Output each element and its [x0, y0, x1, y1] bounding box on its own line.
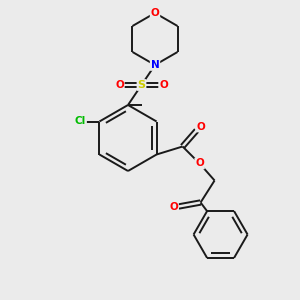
Text: O: O — [159, 80, 168, 90]
Text: S: S — [137, 80, 146, 90]
Text: O: O — [195, 158, 204, 169]
Text: O: O — [115, 80, 124, 90]
Text: O: O — [169, 202, 178, 212]
Text: N: N — [151, 60, 159, 70]
Text: Cl: Cl — [75, 116, 86, 127]
Text: O: O — [151, 8, 159, 18]
Text: O: O — [196, 122, 205, 131]
